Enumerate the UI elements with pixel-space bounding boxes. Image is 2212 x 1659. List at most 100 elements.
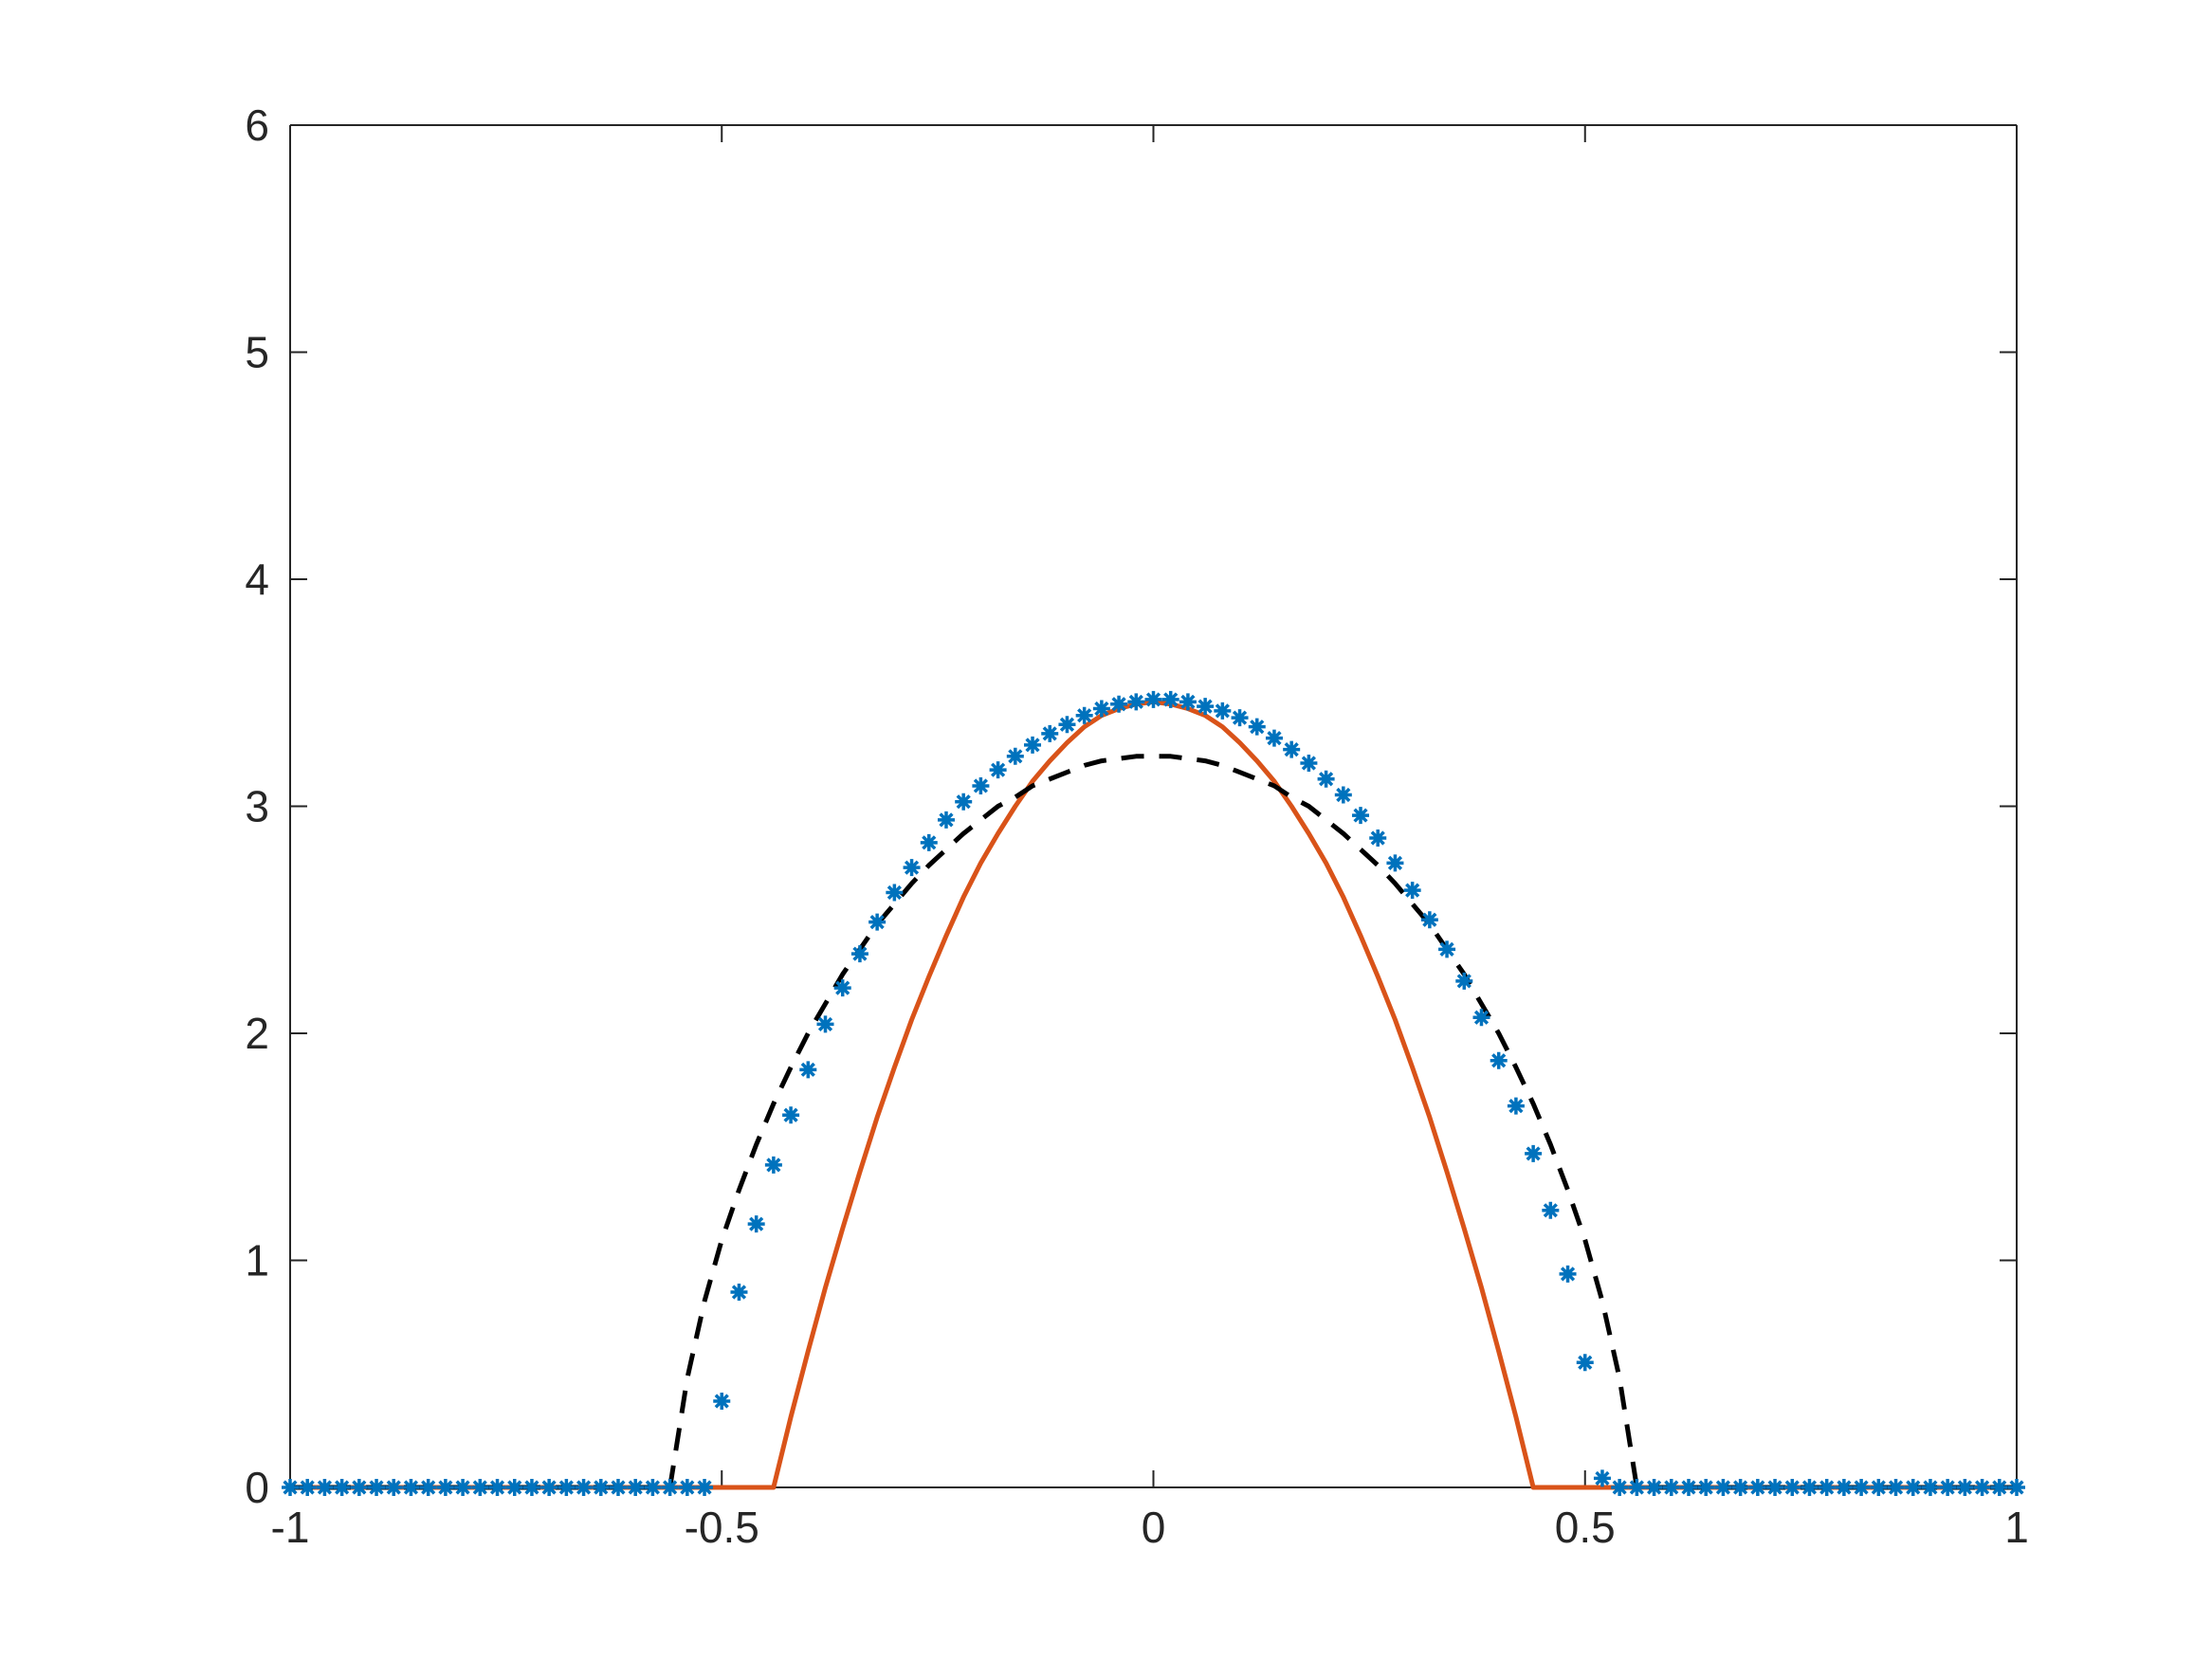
data-point [816,1015,834,1033]
y-tick-label: 5 [245,328,269,377]
data-point [1231,709,1249,727]
x-tick-label: 1 [2004,1503,2029,1552]
data-point [368,1479,386,1496]
data-point [1455,972,1473,990]
y-tick-label: 6 [245,100,269,150]
data-point [1161,690,1179,708]
data-point [1990,1479,2008,1496]
data-point [1766,1479,1784,1496]
series-line [290,699,2017,1490]
data-point [1300,754,1318,772]
data-point [1317,770,1335,788]
data-point [333,1479,351,1496]
data-point [1334,786,1352,804]
y-tick-label: 0 [245,1463,269,1512]
data-point [2008,1479,2025,1496]
data-point [1870,1479,1888,1496]
data-point [558,1479,576,1496]
data-point [1144,690,1162,708]
data-point [1420,911,1438,929]
data-point [1921,1479,1939,1496]
data-point [1835,1479,1853,1496]
data-point [1818,1479,1836,1496]
data-point [1973,1479,1991,1496]
data-point [1542,1201,1560,1219]
data-point [1352,807,1370,825]
data-point [1110,695,1128,713]
data-point [850,945,868,963]
data-point [385,1479,403,1496]
data-point [868,913,887,931]
data-point [1801,1479,1819,1496]
data-point [1748,1479,1766,1496]
data-point [713,1392,731,1410]
data-point [1438,940,1456,958]
data-point [1472,1009,1490,1027]
data-point [350,1479,368,1496]
data-point [937,811,955,829]
data-point [696,1479,714,1496]
data-point [1559,1265,1577,1283]
data-point [1075,706,1093,724]
data-point [609,1479,627,1496]
data-point [1628,1479,1646,1496]
data-point [799,1061,817,1079]
data-point [1853,1479,1871,1496]
data-point [920,833,938,851]
data-point [730,1284,748,1302]
data-point [661,1479,679,1496]
data-point [1662,1479,1680,1496]
data-point [1386,854,1404,872]
data-point [1680,1479,1698,1496]
y-tick-label: 3 [245,782,269,831]
data-point [833,979,851,997]
data-point [488,1479,506,1496]
data-point [1525,1144,1543,1162]
data-point [540,1479,558,1496]
data-point [1507,1097,1525,1115]
data-point [764,1156,782,1174]
data-point [1248,718,1266,736]
data-point [747,1215,765,1233]
series-line [290,754,2017,1490]
data-point [886,884,904,902]
data-point [402,1479,420,1496]
data-point [989,761,1007,779]
data-point [627,1479,645,1496]
data-point [1092,700,1110,718]
data-point [419,1479,437,1496]
data-point [1024,736,1042,754]
y-tick-label: 2 [245,1009,269,1058]
data-point [1058,716,1076,734]
data-point [1939,1479,1957,1496]
data-point [436,1479,454,1496]
data-point [1783,1479,1801,1496]
data-point [1904,1479,1922,1496]
data-point [678,1479,696,1496]
data-point [1369,830,1387,848]
y-tick-label: 1 [245,1236,269,1285]
data-point [1179,693,1197,711]
data-point [316,1479,334,1496]
x-tick-label: 0.5 [1555,1503,1616,1552]
data-point [1283,740,1301,758]
data-point [1403,882,1421,900]
y-tick-label: 4 [245,555,269,604]
data-point [972,776,990,794]
data-point [1887,1479,1905,1496]
x-tick-label: 0 [1142,1503,1166,1552]
data-point [1593,1469,1611,1487]
data-point [282,1479,299,1496]
data-point [1041,724,1059,742]
data-point [1697,1479,1715,1496]
data-point [1714,1479,1732,1496]
data-point [1731,1479,1749,1496]
data-point [522,1479,540,1496]
data-point [1645,1479,1663,1496]
data-point [1576,1354,1594,1372]
data-point [1490,1051,1508,1069]
data-point [1197,698,1215,716]
data-point [955,793,973,811]
